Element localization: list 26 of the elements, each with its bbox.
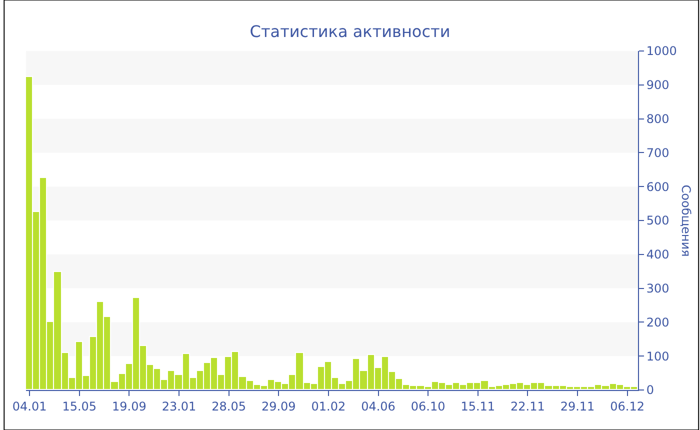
- y-tick-label: 400: [646, 248, 670, 262]
- x-tick-label: 15.11: [460, 399, 496, 414]
- y-tick-label: 1000: [646, 44, 677, 58]
- x-tick-label: 04.06: [361, 399, 396, 414]
- y-tick-label: 900: [646, 78, 670, 92]
- x-tick-label: 06.12: [610, 399, 645, 414]
- x-tick-label: 06.10: [410, 399, 446, 414]
- x-tick-label: 19.09: [112, 399, 146, 414]
- x-tick-label: 29.11: [560, 399, 595, 414]
- y-tick-label: 200: [646, 315, 670, 330]
- x-tick-label: 01.02: [311, 399, 346, 414]
- y-tick-label: 800: [646, 112, 670, 126]
- y-tick-label: 600: [646, 180, 670, 194]
- x-tick-label: 29.09: [261, 399, 296, 414]
- y-tick-label: 300: [646, 282, 670, 296]
- chart-title: Статистика активности: [250, 22, 450, 41]
- y-tick-label: 500: [646, 214, 670, 228]
- y-tick-label: 0: [646, 383, 654, 398]
- y-tick-label: 700: [646, 146, 670, 160]
- x-tick-label: 23.01: [162, 399, 196, 414]
- x-tick-label: 28.05: [212, 399, 246, 414]
- x-tick-label: 04.01: [12, 399, 47, 414]
- y-axis-title: Сообщения: [679, 184, 694, 257]
- x-tick-label: 15.05: [62, 399, 97, 414]
- x-tick-label: 22.11: [510, 399, 545, 414]
- y-tick-label: 100: [646, 349, 670, 364]
